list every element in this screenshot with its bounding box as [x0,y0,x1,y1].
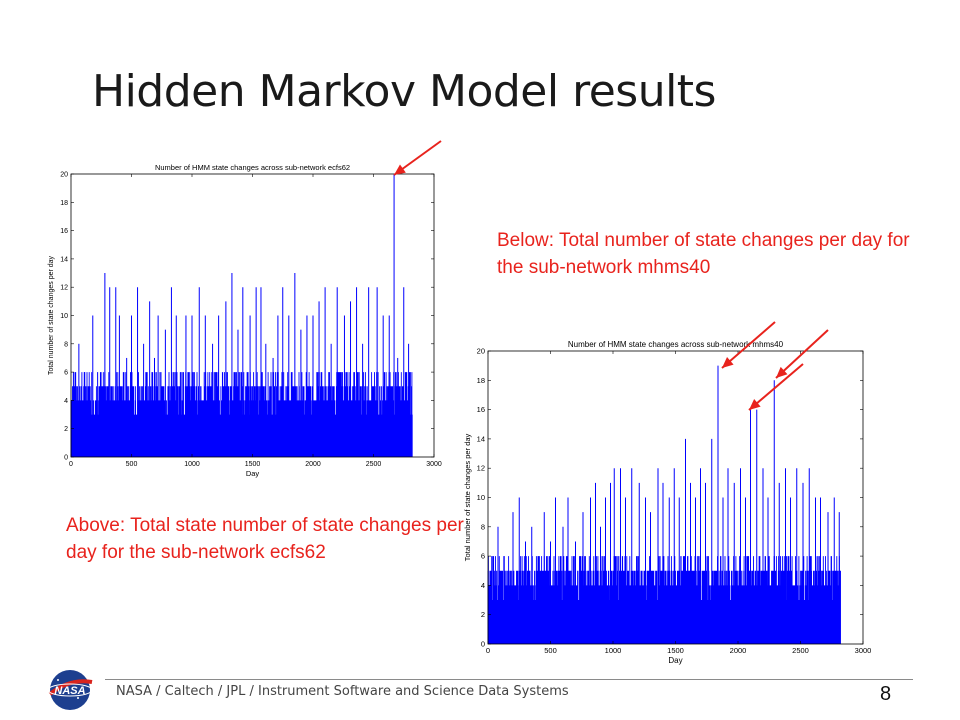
x-axis-label: Day [246,469,260,478]
y-tick-label: 8 [481,522,485,531]
y-tick-label: 4 [64,398,68,405]
y-axis-label: Total number of state changes per day [48,255,55,375]
chart-title: Number of HMM state changes across sub-n… [155,163,350,172]
y-tick-label: 20 [477,347,485,356]
x-axis-label: Day [668,656,682,665]
series-bars [70,372,413,457]
caption-right: Below: Total number of state changes per… [497,230,910,278]
nasa-logo-text: NASA [54,685,85,697]
y-tick-label: 14 [60,256,68,263]
page-number: 8 [880,683,892,705]
y-tick-label: 12 [477,464,485,473]
x-tick-label: 3000 [855,646,872,655]
y-tick-label: 6 [481,552,485,561]
x-tick-label: 1500 [245,461,261,468]
y-tick-label: 10 [477,493,485,502]
x-tick-label: 1500 [667,646,684,655]
arrow-head [394,164,406,175]
x-tick-label: 2500 [366,461,382,468]
x-tick-label: 2000 [730,646,747,655]
x-tick-label: 500 [544,646,557,655]
y-tick-label: 18 [60,200,68,207]
annotation-arrows [393,140,829,411]
x-tick-label: 1000 [184,461,200,468]
x-tick-label: 500 [126,461,138,468]
y-axis-label: Total number of state changes per day [463,433,472,561]
arrow-head [776,366,788,378]
y-tick-label: 10 [60,313,68,320]
y-tick-label: 6 [64,370,68,377]
slide-title: Hidden Markov Model results [92,66,716,117]
footer-divider [105,679,913,680]
series-bars [487,556,841,644]
caption-left: Above: Total state number of state chang… [66,515,464,563]
arrow-head [722,357,734,368]
y-tick-label: 18 [477,376,485,385]
x-tick-label: 0 [486,646,490,655]
y-tick-label: 4 [481,581,485,590]
y-tick-label: 20 [60,172,68,179]
chart-title: Number of HMM state changes across sub-n… [568,340,784,349]
chart-2: 0 500 1000 1500 2000 2500 3000 0 2 4 6 8 10 12 14 16 18 2… [463,340,871,665]
arrow-head [749,399,761,410]
y-tick-label: 0 [481,640,485,649]
x-tick-label: 0 [69,461,73,468]
y-tick-label: 12 [60,285,68,292]
nasa-logo: NASA [47,670,93,710]
y-tick-label: 2 [64,426,68,433]
y-tick-label: 8 [64,341,68,348]
chart-1: 0 500 1000 1500 2000 2500 3000 0 2 4 6 8 10 12 14 16 18 2… [48,163,442,478]
y-tick-label: 2 [481,610,485,619]
y-tick-label: 16 [477,405,485,414]
annotation-arrow [748,363,804,411]
y-tick-label: 14 [477,434,485,443]
x-tick-label: 2000 [305,461,321,468]
x-tick-label: 1000 [605,646,622,655]
x-tick-label: 3000 [426,461,442,468]
y-tick-label: 0 [64,455,68,462]
annotation-arrow [775,329,829,379]
y-tick-label: 16 [60,228,68,235]
footer-text: NASA / Caltech / JPL / Instrument Softwa… [116,684,569,699]
x-tick-label: 2500 [792,646,809,655]
annotation-arrow [721,321,776,369]
